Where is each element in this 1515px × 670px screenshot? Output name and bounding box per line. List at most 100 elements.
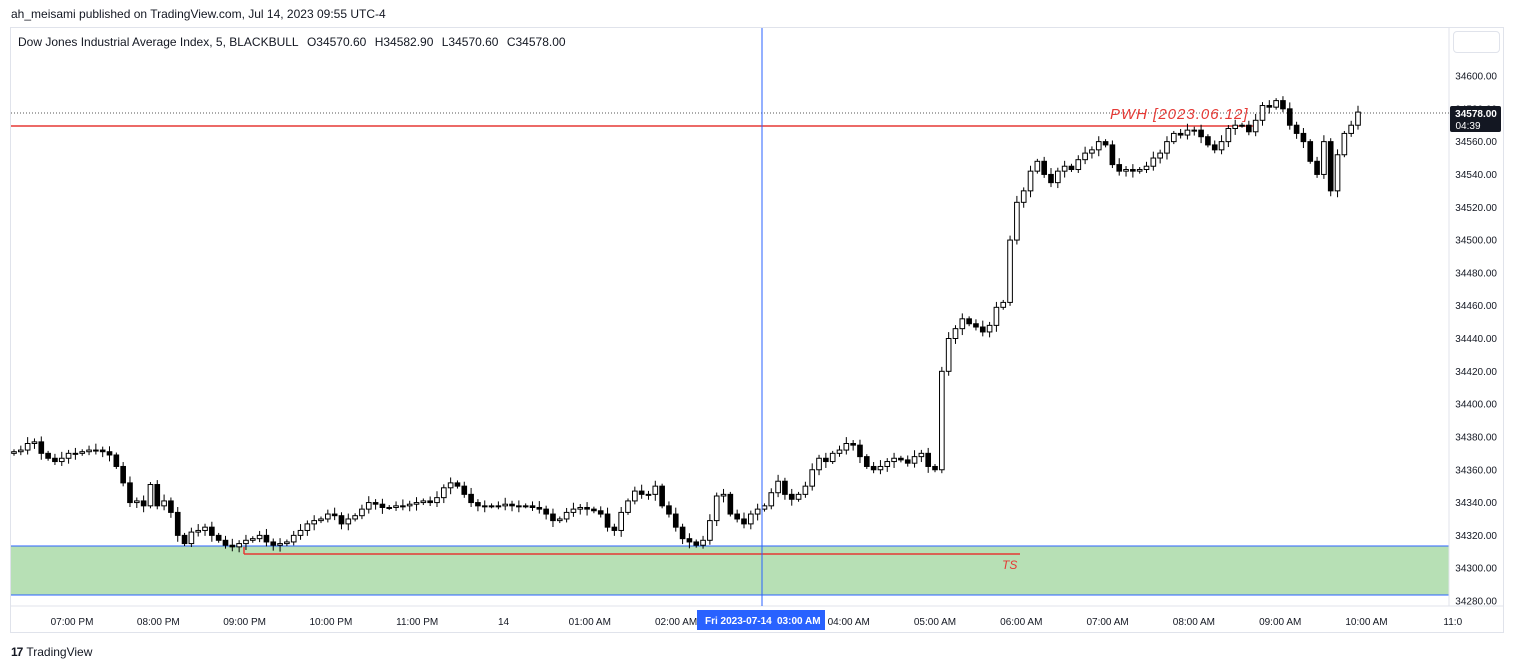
footer-brand-name: TradingView xyxy=(26,645,93,659)
candle-body xyxy=(979,326,986,333)
candle-body xyxy=(1314,160,1320,175)
candle-body xyxy=(986,324,993,333)
candle-body xyxy=(52,457,58,463)
candle-body xyxy=(495,505,502,508)
candle-body xyxy=(1280,100,1286,110)
candle-body xyxy=(65,452,72,459)
candle-body xyxy=(188,531,195,545)
candle-body xyxy=(1355,111,1361,126)
candle-body xyxy=(707,520,713,541)
candle-body xyxy=(1130,169,1136,172)
candle-body xyxy=(1273,100,1279,108)
candle-body xyxy=(556,518,563,522)
candle-body xyxy=(768,492,775,507)
candle-body xyxy=(877,465,884,471)
candle-body xyxy=(563,511,570,520)
candle-body xyxy=(475,502,481,507)
last-price-badge xyxy=(1450,106,1501,132)
candle-body xyxy=(604,513,611,528)
candle-body xyxy=(625,500,631,513)
price-tick-label: 34300.00 xyxy=(1455,564,1497,575)
crosshair-date: Fri 2023-07-14 xyxy=(705,616,772,627)
candle-body xyxy=(120,465,126,484)
candle-body xyxy=(1239,124,1245,127)
candle-body xyxy=(195,529,202,533)
candle-body xyxy=(638,490,645,495)
legend-open: O34570.60 xyxy=(306,35,367,49)
price-tick-label: 34360.00 xyxy=(1455,465,1497,476)
candle-body xyxy=(939,370,945,471)
candle-body xyxy=(775,480,781,494)
candle-body xyxy=(297,529,304,536)
time-axis[interactable]: 07:00 PM 08:00 PM 09:00 PM 10:00 PM 11:00 PM… xyxy=(51,617,1463,628)
candle-body xyxy=(18,449,24,453)
crosshair-time-badge xyxy=(697,610,825,630)
candle-body xyxy=(823,457,829,463)
candle-body xyxy=(816,457,822,471)
candle-body xyxy=(1014,201,1020,241)
candle-body xyxy=(925,452,932,467)
time-tick-label: 11:0 xyxy=(1443,617,1462,628)
candle-body xyxy=(509,503,515,507)
candle-body xyxy=(1225,128,1232,143)
last-price-value: 34578.00 xyxy=(1455,109,1497,120)
candle-body xyxy=(133,500,140,504)
candle-body xyxy=(249,538,256,541)
price-tick-label: 34600.00 xyxy=(1455,72,1497,83)
candle-body xyxy=(270,541,277,546)
price-tick-label: 34380.00 xyxy=(1455,432,1497,443)
candle-body xyxy=(741,518,747,525)
candle-body xyxy=(1164,141,1170,154)
candle-body xyxy=(365,502,372,510)
footer-brand[interactable]: 17 TradingView xyxy=(11,645,92,659)
candle-body xyxy=(516,505,522,508)
candle-body xyxy=(836,449,843,454)
candle-body xyxy=(106,451,113,456)
candle-body xyxy=(700,539,706,546)
candle-body xyxy=(973,323,979,328)
time-tick-label: 04:00 AM xyxy=(828,617,870,628)
candle-body xyxy=(331,513,338,517)
candle-body xyxy=(359,508,365,517)
price-axis[interactable]: 34600.0034580.0034560.0034540.0034520.00… xyxy=(1455,72,1497,608)
candle-body xyxy=(945,338,952,372)
price-tick-label: 34460.00 xyxy=(1455,301,1497,312)
candle-body xyxy=(666,505,672,515)
candle-body xyxy=(918,452,925,458)
candle-body xyxy=(536,506,543,510)
candle-body xyxy=(386,506,393,509)
candle-body xyxy=(795,493,802,500)
candle-body xyxy=(1034,160,1041,172)
candle-body xyxy=(1218,141,1225,151)
candle-body xyxy=(898,457,904,461)
candle-body xyxy=(140,500,147,507)
candle-body xyxy=(1327,141,1334,192)
candle-body xyxy=(611,526,618,531)
chart-toolbar-box[interactable] xyxy=(1453,31,1500,53)
candle-body xyxy=(1123,169,1129,172)
candle-body xyxy=(229,544,236,548)
candle-body xyxy=(993,306,1000,326)
candle-body xyxy=(1102,141,1109,146)
candle-body xyxy=(1068,165,1075,171)
candle-body xyxy=(1177,132,1184,136)
candle-body xyxy=(1000,301,1007,308)
candle-body xyxy=(127,482,133,504)
time-tick-label: 09:00 AM xyxy=(1259,617,1301,628)
candle-body xyxy=(659,485,665,507)
legend-low: L34570.60 xyxy=(441,35,499,49)
candle-body xyxy=(1198,129,1204,138)
candle-body xyxy=(570,508,577,513)
candle-body xyxy=(693,541,700,546)
candle-body xyxy=(277,543,283,546)
candle-body xyxy=(1136,169,1143,172)
candle-body xyxy=(1089,149,1095,154)
candle-body xyxy=(720,493,727,497)
candle-body xyxy=(461,485,468,495)
candle-body xyxy=(1286,108,1293,126)
candle-body xyxy=(325,513,331,520)
legend-symbol[interactable]: Dow Jones Industrial Average Index, 5, B… xyxy=(18,35,299,49)
candle-body xyxy=(891,457,897,463)
candle-body xyxy=(284,541,290,545)
